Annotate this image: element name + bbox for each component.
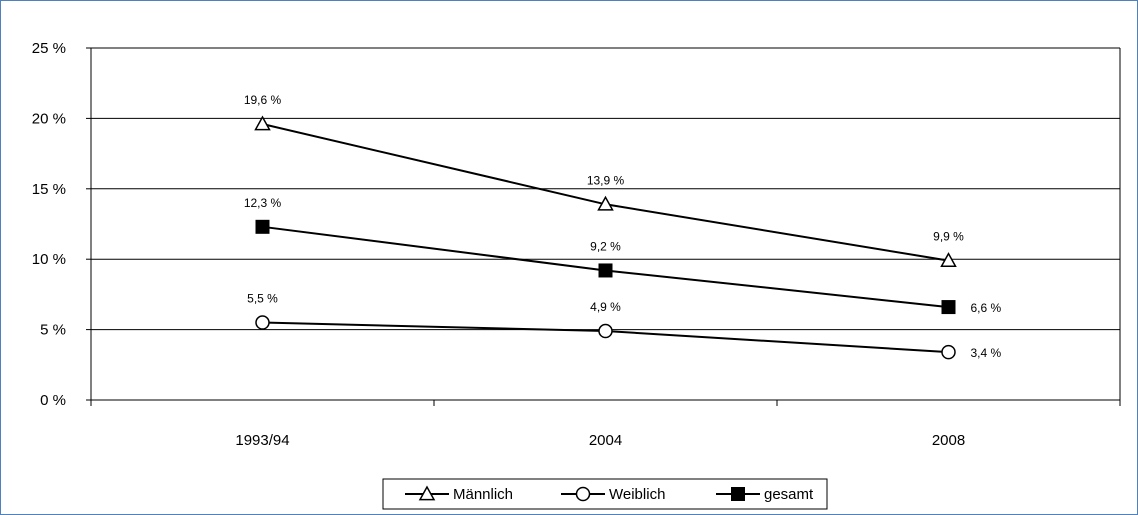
series-point bbox=[255, 219, 270, 234]
series-point bbox=[254, 115, 271, 131]
series-point bbox=[941, 300, 956, 315]
y-tick-label: 5 % bbox=[40, 322, 66, 339]
series-point bbox=[598, 323, 613, 339]
y-tick-label: 20 % bbox=[32, 110, 66, 127]
data-label: 5,5 % bbox=[247, 292, 278, 306]
y-tick-label: 25 % bbox=[32, 40, 66, 57]
legend-label: Männlich bbox=[453, 486, 513, 503]
series-point bbox=[598, 263, 613, 278]
data-label: 3,4 % bbox=[971, 346, 1002, 360]
x-tick-label: 1993/94 bbox=[235, 432, 289, 449]
series-point bbox=[941, 344, 956, 360]
data-labels: 19,6 % 13,9 % 9,9 % 5,5 % 4,9 % 3,4 % 12,3 % 9,… bbox=[244, 93, 1002, 360]
data-label: 9,9 % bbox=[933, 230, 964, 244]
x-tick-label: 2008 bbox=[932, 432, 965, 449]
data-label: 13,9 % bbox=[587, 173, 625, 187]
legend-marker bbox=[731, 487, 745, 501]
y-tick-label: 0 % bbox=[40, 392, 66, 409]
gridlines bbox=[91, 47, 1120, 331]
y-tick-label: 15 % bbox=[32, 181, 66, 198]
data-label: 6,6 % bbox=[971, 301, 1002, 315]
legend-label: gesamt bbox=[764, 486, 814, 503]
data-label: 4,9 % bbox=[590, 300, 621, 314]
series-point bbox=[255, 315, 270, 330]
data-label: 19,6 % bbox=[244, 93, 282, 107]
data-label: 12,3 % bbox=[244, 196, 282, 210]
data-label: 9,2 % bbox=[590, 239, 621, 253]
series-point bbox=[940, 252, 957, 267]
series-lines bbox=[254, 115, 957, 360]
legend-marker bbox=[418, 485, 436, 501]
legend-marker bbox=[575, 486, 591, 502]
legend-label: Weiblich bbox=[609, 486, 665, 503]
series-point bbox=[597, 195, 614, 211]
legend: Männlich Weiblich gesamt bbox=[382, 478, 828, 510]
x-tick-label: 2004 bbox=[589, 432, 622, 449]
axes: 0 % 5 % 10 % 15 % 20 % 25 % 1993/94 2004 2008 bbox=[32, 40, 1121, 449]
y-tick-label: 10 % bbox=[32, 251, 66, 268]
